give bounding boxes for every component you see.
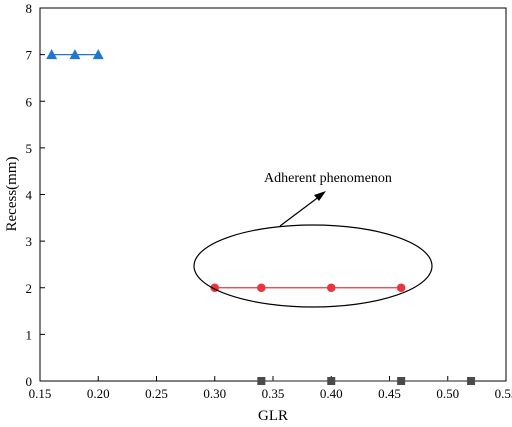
x-tick-label: 0.40 (320, 386, 343, 401)
data-series (46, 49, 476, 385)
data-point (467, 377, 476, 385)
annotation-arrowhead (314, 191, 326, 201)
y-tick-label: 4 (26, 188, 33, 203)
x-tick-label: 0.55 (495, 386, 512, 401)
data-point (327, 377, 336, 385)
y-tick-label: 2 (26, 281, 33, 296)
data-point (69, 49, 81, 60)
x-tick-label: 0.50 (436, 386, 459, 401)
y-tick-label: 7 (26, 48, 33, 63)
x-tick-label: 0.35 (262, 386, 285, 401)
x-tick-label: 0.25 (145, 386, 168, 401)
annotation-arrow (279, 195, 321, 227)
x-tick-label: 0.45 (378, 386, 401, 401)
y-tick-label: 1 (26, 327, 33, 342)
y-tick-label: 3 (26, 234, 33, 249)
x-tick-label: 0.30 (203, 386, 226, 401)
y-axis-title: Recess(mm) (4, 157, 20, 232)
y-tick-label: 0 (26, 374, 33, 389)
x-tick-label: 0.20 (87, 386, 110, 401)
annotation-text: Adherent phenomenon (264, 171, 392, 186)
x-axis-title: GLR (258, 408, 288, 424)
y-tick-label: 6 (26, 94, 33, 109)
data-point (46, 49, 58, 60)
y-tick-label: 5 (26, 141, 33, 156)
data-point (257, 377, 266, 385)
axis-ticks: 0.15 0.20 0.25 0.30 0.35 0.40 0.45 0.50 0.55 0 1 2 3… (26, 1, 512, 401)
data-point (92, 49, 104, 60)
data-point (396, 283, 406, 293)
data-point (257, 283, 266, 293)
data-point (326, 283, 336, 293)
x-tick-label: 0.15 (29, 386, 52, 401)
highlight-ellipse (193, 224, 433, 308)
data-point (397, 377, 406, 385)
y-tick-label: 8 (26, 1, 33, 16)
plot-frame (39, 7, 507, 382)
